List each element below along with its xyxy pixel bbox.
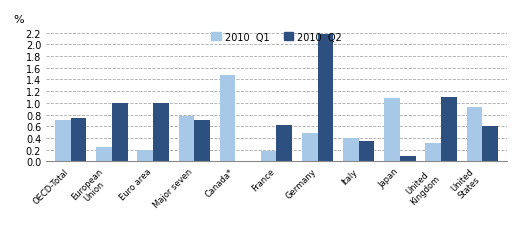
Bar <box>55 121 71 162</box>
Bar <box>71 119 87 162</box>
Bar <box>425 143 441 162</box>
Bar <box>194 121 210 162</box>
Bar <box>359 141 374 162</box>
Bar <box>302 134 317 162</box>
Bar <box>96 147 112 162</box>
Bar <box>385 99 400 162</box>
Bar <box>482 127 498 162</box>
Bar <box>276 126 292 162</box>
Bar <box>261 151 276 162</box>
Bar <box>466 107 482 162</box>
Bar <box>153 103 168 162</box>
Bar <box>441 98 457 162</box>
Bar <box>137 150 153 162</box>
Text: %: % <box>14 15 25 25</box>
Bar <box>220 76 236 162</box>
Bar <box>343 138 359 162</box>
Bar <box>112 103 127 162</box>
Bar <box>317 35 333 162</box>
Bar <box>179 116 194 162</box>
Legend: 2010  Q1, 2010  Q2: 2010 Q1, 2010 Q2 <box>211 33 342 43</box>
Bar <box>400 156 416 162</box>
